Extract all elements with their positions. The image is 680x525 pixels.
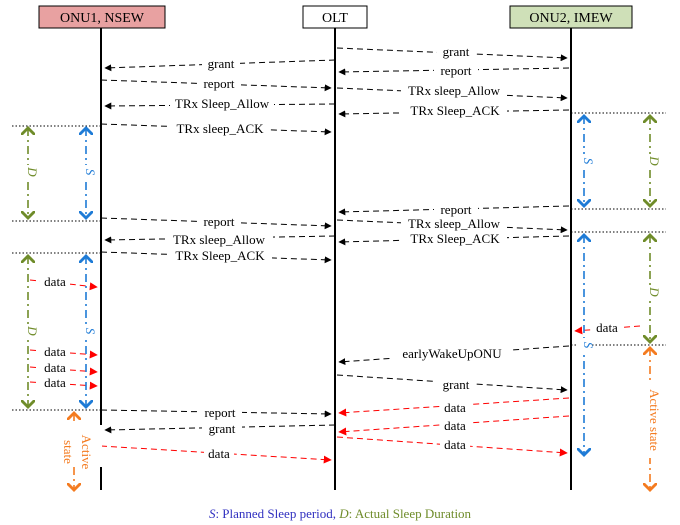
- label-grant-2: grant: [208, 56, 235, 71]
- label-ack-1: TRx Sleep_ACK: [410, 103, 500, 118]
- label-ack-4: TRx Sleep_ACK: [175, 248, 265, 263]
- state-boundaries: [12, 113, 666, 410]
- message-labels: grant grant report report TRx sleep_Allo…: [40, 44, 622, 461]
- active-intervals: [74, 348, 650, 490]
- label-data-onu1-4: data: [44, 375, 66, 390]
- s-label-2: S: [83, 328, 98, 335]
- onu1-title: ONU1, NSEW: [60, 11, 145, 26]
- label-data-onu2-1: data: [596, 320, 618, 335]
- olt-header: OLT: [303, 6, 367, 28]
- d-labels: D D D D: [22, 154, 662, 338]
- s-label-1: S: [83, 169, 98, 176]
- label-early-wakeup: earlyWakeUpONU: [402, 346, 502, 361]
- label-report-5: report: [204, 405, 235, 420]
- onu2-header: ONU2, IMEW: [510, 6, 632, 28]
- label-report-4: report: [203, 214, 234, 229]
- label-data-4: data: [208, 446, 230, 461]
- caption-s-text: : Planned Sleep period,: [215, 506, 339, 521]
- onu2-title: ONU2, IMEW: [529, 11, 613, 26]
- d-label-3: D: [647, 155, 662, 166]
- label-grant-3: grant: [443, 377, 470, 392]
- label-data-1: data: [444, 400, 466, 415]
- label-data-3: data: [444, 437, 466, 452]
- label-data-onu1-1: data: [44, 274, 66, 289]
- label-grant-4: grant: [209, 421, 236, 436]
- onu1-header: ONU1, NSEW: [39, 6, 165, 28]
- d-intervals: [28, 116, 650, 407]
- active-state-label: Active state: [647, 389, 662, 451]
- d-label-2: D: [25, 325, 40, 336]
- label-data-onu1-2: data: [44, 344, 66, 359]
- label-allow-4: TRx sleep_Allow: [173, 232, 266, 247]
- state-label-word: state: [61, 440, 76, 464]
- s-label-4: S: [581, 342, 596, 349]
- s-labels: S S S S: [80, 154, 596, 352]
- caption-d-text: : Actual Sleep Duration: [349, 506, 472, 521]
- s-label-3: S: [581, 158, 596, 165]
- label-report-2: report: [203, 76, 234, 91]
- d-label-1: D: [25, 166, 40, 177]
- label-report-3: report: [440, 202, 471, 217]
- label-report-1: report: [440, 63, 471, 78]
- olt-title: OLT: [322, 11, 348, 26]
- label-data-2: data: [444, 418, 466, 433]
- d-label-4: D: [647, 286, 662, 297]
- caption-d-symbol: D: [338, 506, 349, 521]
- label-ack-2: TRx sleep_ACK: [176, 121, 264, 136]
- label-allow-1: TRx sleep_Allow: [408, 83, 501, 98]
- label-data-onu1-3: data: [44, 360, 66, 375]
- caption: S: Planned Sleep period, D: Actual Sleep…: [209, 506, 472, 521]
- active-label-word: Active: [79, 435, 94, 470]
- label-ack-3: TRx Sleep_ACK: [410, 231, 500, 246]
- label-grant-1: grant: [443, 44, 470, 59]
- label-allow-3: TRx sleep_Allow: [408, 216, 501, 231]
- label-allow-2: TRx Sleep_Allow: [175, 96, 270, 111]
